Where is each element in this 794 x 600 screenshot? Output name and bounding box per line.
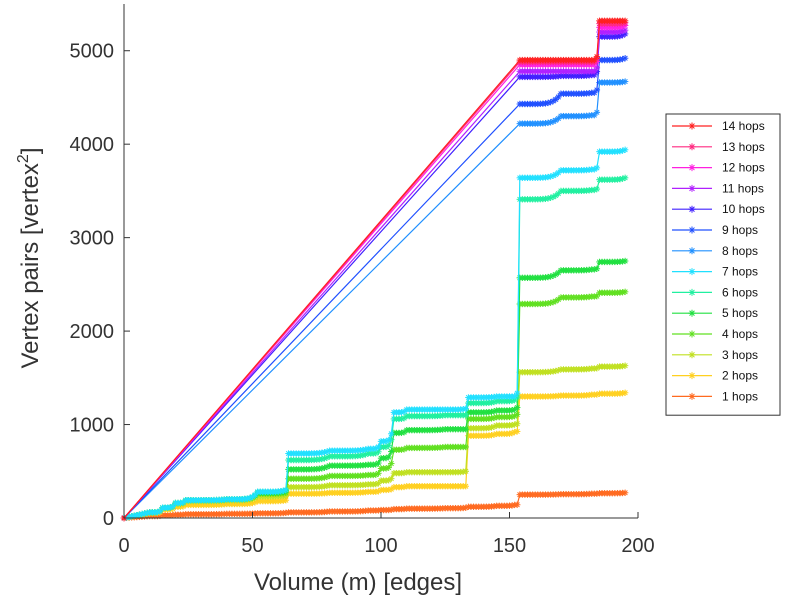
legend-label: 10 hops bbox=[722, 202, 765, 216]
x-tick-label: 100 bbox=[364, 535, 397, 557]
y-axis: 0 1000 2000 3000 4000 5000 bbox=[70, 4, 130, 530]
y-tick-label: 1000 bbox=[70, 415, 115, 437]
legend-label: 7 hops bbox=[722, 265, 758, 279]
legend-label: 9 hops bbox=[722, 223, 758, 237]
data-point bbox=[388, 460, 395, 467]
data-point bbox=[593, 86, 601, 94]
data-point bbox=[593, 292, 601, 300]
data-point bbox=[462, 426, 470, 433]
data-point bbox=[621, 78, 629, 85]
data-point bbox=[621, 489, 629, 496]
data-point bbox=[514, 501, 521, 508]
data-point bbox=[593, 164, 601, 172]
legend-marker bbox=[688, 247, 696, 255]
data-point bbox=[375, 443, 382, 451]
y-tick-label: 0 bbox=[103, 508, 114, 530]
legend-marker bbox=[688, 122, 696, 130]
legend-marker bbox=[688, 330, 696, 338]
y-tick-label: 2000 bbox=[70, 321, 115, 343]
legend-label: 2 hops bbox=[722, 369, 758, 383]
legend-label: 1 hops bbox=[722, 389, 758, 403]
data-point bbox=[514, 404, 521, 411]
legend-label: 14 hops bbox=[722, 119, 765, 133]
data-point bbox=[593, 265, 601, 272]
data-point bbox=[593, 185, 601, 193]
data-point bbox=[385, 464, 392, 471]
data-point bbox=[593, 109, 601, 116]
data-point bbox=[514, 428, 521, 435]
legend-label: 6 hops bbox=[722, 285, 758, 299]
series-6-hops bbox=[120, 174, 629, 522]
series-2-hops bbox=[120, 389, 629, 522]
data-point bbox=[462, 468, 470, 475]
data-point bbox=[621, 257, 629, 265]
data-point bbox=[385, 453, 392, 461]
data-point bbox=[388, 475, 395, 482]
data-point bbox=[621, 146, 629, 153]
data-point bbox=[514, 411, 521, 418]
data-point bbox=[621, 362, 629, 369]
legend-marker bbox=[688, 143, 696, 151]
data-point bbox=[621, 288, 629, 296]
y-tick-label: 3000 bbox=[70, 228, 115, 250]
legend-marker bbox=[688, 164, 696, 172]
data-point bbox=[593, 53, 601, 60]
data-point bbox=[514, 420, 521, 427]
data-point bbox=[514, 389, 521, 397]
y-axis-label-main: Vertex pairs [vertex bbox=[17, 163, 44, 368]
data-point bbox=[621, 17, 629, 25]
y-tick-label: 5000 bbox=[70, 41, 115, 63]
series-5-hops bbox=[120, 257, 629, 522]
y-axis-label: Vertex pairs [vertex2] bbox=[15, 148, 44, 369]
legend-label: 5 hops bbox=[722, 306, 758, 320]
legend-label: 12 hops bbox=[722, 161, 765, 175]
x-axis: 0 50 100 150 200 bbox=[118, 512, 655, 557]
x-tick-label: 200 bbox=[621, 535, 654, 557]
plot-area bbox=[120, 17, 629, 522]
x-axis-label: Volume (m) [edges] bbox=[254, 569, 462, 596]
data-point bbox=[323, 473, 331, 481]
legend-label: 4 hops bbox=[722, 327, 758, 341]
series-line bbox=[123, 260, 626, 519]
series-12-hops bbox=[120, 22, 629, 522]
series-1-hops bbox=[120, 489, 629, 522]
data-point bbox=[388, 448, 395, 455]
y-axis-label-close: ] bbox=[17, 148, 44, 155]
data-point bbox=[462, 483, 470, 490]
legend-marker bbox=[688, 226, 696, 234]
data-point bbox=[621, 174, 629, 182]
y-tick-label: 4000 bbox=[70, 134, 115, 156]
series-line bbox=[123, 24, 626, 519]
y-axis-label-sup: 2 bbox=[15, 154, 32, 163]
x-tick-label: 50 bbox=[241, 535, 263, 557]
data-point bbox=[462, 443, 470, 451]
legend-label: 3 hops bbox=[722, 348, 758, 362]
legend-marker bbox=[688, 205, 696, 213]
x-tick-label: 150 bbox=[493, 535, 526, 557]
data-point bbox=[375, 459, 382, 467]
data-point bbox=[621, 55, 629, 62]
x-tick-label: 0 bbox=[118, 535, 129, 557]
legend-label: 13 hops bbox=[722, 140, 765, 154]
data-point bbox=[385, 436, 392, 444]
data-point bbox=[621, 389, 629, 396]
legend-marker bbox=[688, 184, 696, 192]
legend-label: 8 hops bbox=[722, 244, 758, 258]
legend-label: 11 hops bbox=[722, 181, 764, 195]
data-point bbox=[375, 470, 382, 477]
legend: 14 hops 13 hops 12 hops 11 hops 10 hops 9 hop… bbox=[665, 113, 781, 416]
